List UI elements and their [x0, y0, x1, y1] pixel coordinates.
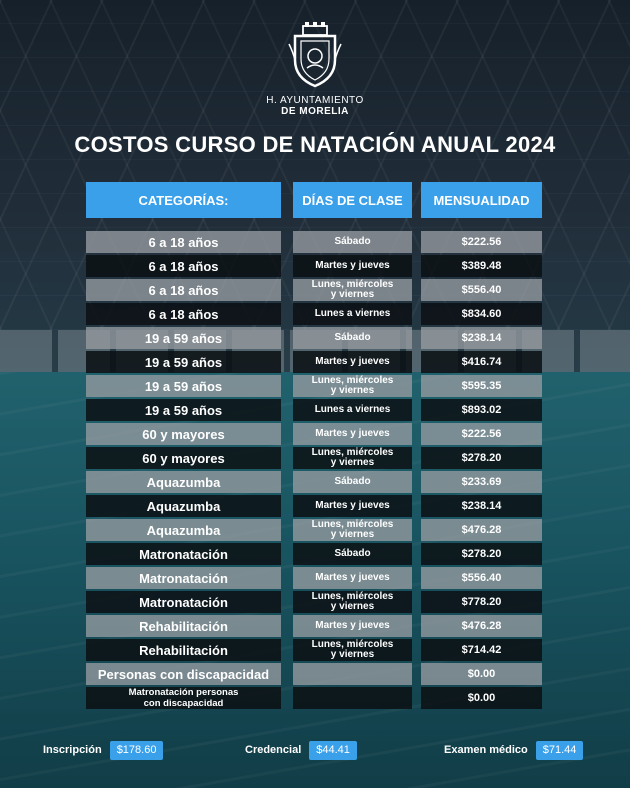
table-row: 60 y mayores Martes y jueves $222.56	[86, 422, 542, 446]
price-cell: $893.02	[421, 399, 542, 421]
category-cell: 19 a 59 años	[86, 327, 281, 349]
price-cell: $416.74	[421, 351, 542, 373]
table-row: Aquazumba Lunes, miércoles y viernes $47…	[86, 518, 542, 542]
price-cell: $556.40	[421, 567, 542, 589]
days-cell: Sábado	[293, 327, 412, 349]
days-cell: Martes y jueves	[293, 615, 412, 637]
price-cell: $0.00	[421, 663, 542, 685]
fee-inscripcion: Inscripción $178.60	[43, 740, 164, 760]
days-cell: Lunes, miércoles y viernes	[293, 447, 412, 469]
table-row: Matronatación Sábado $278.20	[86, 542, 542, 566]
category-cell: 19 a 59 años	[86, 375, 281, 397]
price-cell: $238.14	[421, 327, 542, 349]
fee-examen-value: $71.44	[535, 740, 584, 760]
category-cell: 6 a 18 años	[86, 255, 281, 277]
coat-of-arms-logo	[288, 22, 342, 88]
table-row: 60 y mayores Lunes, miércoles y viernes …	[86, 446, 542, 470]
days-cell: Lunes, miércoles y viernes	[293, 519, 412, 541]
category-cell: 6 a 18 años	[86, 279, 281, 301]
table-row: 6 a 18 años Lunes a viernes $834.60	[86, 302, 542, 326]
org-name-line2: DE MORELIA	[281, 106, 349, 117]
fee-inscripcion-label: Inscripción	[43, 744, 102, 756]
days-cell: Lunes, miércoles y viernes	[293, 639, 412, 661]
days-cell: Lunes, miércoles y viernes	[293, 375, 412, 397]
table-row: Personas con discapacidad $0.00	[86, 662, 542, 686]
table-row: Matronatación Lunes, miércoles y viernes…	[86, 590, 542, 614]
category-cell: 60 y mayores	[86, 447, 281, 469]
category-cell: Matronatación	[86, 591, 281, 613]
category-cell: Matronatación personas con discapacidad	[86, 687, 281, 709]
price-cell: $278.20	[421, 447, 542, 469]
price-cell: $222.56	[421, 423, 542, 445]
table-row: Aquazumba Sábado $233.69	[86, 470, 542, 494]
table-row: 6 a 18 años Lunes, miércoles y viernes $…	[86, 278, 542, 302]
table-row: Matronatación Martes y jueves $556.40	[86, 566, 542, 590]
column-header-dias: DÍAS DE CLASE	[293, 182, 412, 218]
days-cell: Lunes, miércoles y viernes	[293, 591, 412, 613]
price-cell: $714.42	[421, 639, 542, 661]
category-cell: Rehabilitación	[86, 615, 281, 637]
table-row: 19 a 59 años Lunes, miércoles y viernes …	[86, 374, 542, 398]
days-cell: Sábado	[293, 543, 412, 565]
category-cell: Personas con discapacidad	[86, 663, 281, 685]
days-cell: Lunes a viernes	[293, 399, 412, 421]
category-cell: Matronatación	[86, 567, 281, 589]
table-row: 19 a 59 años Martes y jueves $416.74	[86, 350, 542, 374]
days-cell: Martes y jueves	[293, 495, 412, 517]
fee-examen-label: Examen médico	[444, 744, 528, 756]
table-row: Rehabilitación Lunes, miércoles y vierne…	[86, 638, 542, 662]
days-cell	[293, 663, 412, 685]
table-row: 19 a 59 años Sábado $238.14	[86, 326, 542, 350]
days-cell: Martes y jueves	[293, 423, 412, 445]
price-cell: $233.69	[421, 471, 542, 493]
days-cell: Sábado	[293, 231, 412, 253]
fee-credencial: Credencial $44.41	[245, 740, 357, 760]
price-cell: $222.56	[421, 231, 542, 253]
price-cell: $0.00	[421, 687, 542, 709]
days-cell: Martes y jueves	[293, 567, 412, 589]
price-cell: $476.28	[421, 519, 542, 541]
org-name-line1: H. AYUNTAMIENTO	[266, 95, 364, 106]
days-cell: Lunes, miércoles y viernes	[293, 279, 412, 301]
price-cell: $556.40	[421, 279, 542, 301]
category-cell: 19 a 59 años	[86, 351, 281, 373]
table-row: Aquazumba Martes y jueves $238.14	[86, 494, 542, 518]
table-row: 19 a 59 años Lunes a viernes $893.02	[86, 398, 542, 422]
price-table: 6 a 18 años Sábado $222.56 6 a 18 años M…	[86, 230, 542, 710]
category-cell: 6 a 18 años	[86, 231, 281, 253]
days-cell: Sábado	[293, 471, 412, 493]
price-cell: $238.14	[421, 495, 542, 517]
table-row: 6 a 18 años Martes y jueves $389.48	[86, 254, 542, 278]
category-cell: 19 a 59 años	[86, 399, 281, 421]
category-cell: Aquazumba	[86, 495, 281, 517]
column-header-categorias: CATEGORÍAS:	[86, 182, 281, 218]
price-cell: $778.20	[421, 591, 542, 613]
price-cell: $595.35	[421, 375, 542, 397]
days-cell: Martes y jueves	[293, 351, 412, 373]
price-cell: $389.48	[421, 255, 542, 277]
category-cell: Matronatación	[86, 543, 281, 565]
fee-credencial-value: $44.41	[309, 740, 357, 760]
table-row: 6 a 18 años Sábado $222.56	[86, 230, 542, 254]
fee-examen: Examen médico $71.44	[444, 740, 584, 760]
fee-inscripcion-value: $178.60	[109, 740, 164, 760]
price-cell: $476.28	[421, 615, 542, 637]
days-cell	[293, 687, 412, 709]
page-title: COSTOS CURSO DE NATACIÓN ANUAL 2024	[74, 132, 556, 157]
fee-credencial-label: Credencial	[245, 744, 302, 756]
category-cell: Aquazumba	[86, 519, 281, 541]
price-cell: $278.20	[421, 543, 542, 565]
category-cell: Aquazumba	[86, 471, 281, 493]
category-cell: 60 y mayores	[86, 423, 281, 445]
days-cell: Martes y jueves	[293, 255, 412, 277]
days-cell: Lunes a viernes	[293, 303, 412, 325]
category-cell: Rehabilitación	[86, 639, 281, 661]
table-row: Rehabilitación Martes y jueves $476.28	[86, 614, 542, 638]
column-header-mensualidad: MENSUALIDAD	[421, 182, 542, 218]
price-cell: $834.60	[421, 303, 542, 325]
category-cell: 6 a 18 años	[86, 303, 281, 325]
table-row: Matronatación personas con discapacidad …	[86, 686, 542, 710]
